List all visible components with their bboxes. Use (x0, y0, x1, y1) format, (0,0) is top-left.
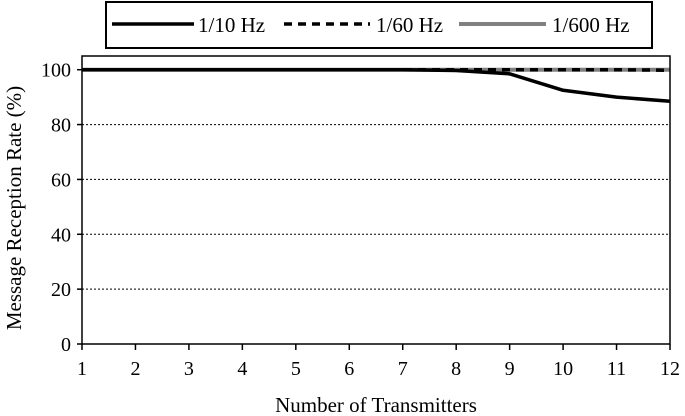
legend-label-3: 1/600 Hz (552, 13, 630, 37)
y-tick-label-100: 100 (41, 60, 71, 82)
plot-frame (81, 55, 671, 345)
x-tick-label-11: 11 (607, 358, 626, 380)
x-tick-label-6: 6 (344, 358, 354, 380)
y-tick-label-20: 20 (51, 279, 71, 301)
legend-label-2: 1/60 Hz (376, 13, 443, 37)
x-tick-label-3: 3 (184, 358, 194, 380)
legend-label-1: 1/10 Hz (198, 13, 265, 37)
x-tick-label-8: 8 (451, 358, 461, 380)
x-tick-label-2: 2 (130, 358, 140, 380)
x-tick-label-1: 1 (77, 358, 87, 380)
series-line-1 (82, 67, 671, 104)
y-tick-label-80: 80 (51, 115, 71, 137)
legend: 1/10 Hz 1/60 Hz 1/600 Hz (105, 1, 653, 49)
y-axis-ticks: 0 20 40 60 80 100 (41, 60, 82, 356)
y-axis-label: Message Reception Rate (%) (2, 86, 26, 330)
y-tick-label-0: 0 (61, 334, 71, 356)
y-tick-label-40: 40 (51, 224, 71, 246)
x-tick-label-12: 12 (660, 358, 680, 380)
x-tick-label-5: 5 (291, 358, 301, 380)
x-axis-label: Number of Transmitters (275, 393, 477, 416)
x-tick-label-4: 4 (237, 358, 247, 380)
legend-box (105, 1, 653, 49)
grid-lines (82, 69, 670, 290)
x-tick-label-10: 10 (553, 358, 573, 380)
y-tick-label-60: 60 (51, 169, 71, 191)
series-lines (82, 67, 671, 104)
x-axis-ticks: 1 2 3 4 5 6 7 8 9 10 11 12 (77, 344, 680, 380)
x-tick-label-7: 7 (398, 358, 408, 380)
x-tick-label-9: 9 (505, 358, 515, 380)
